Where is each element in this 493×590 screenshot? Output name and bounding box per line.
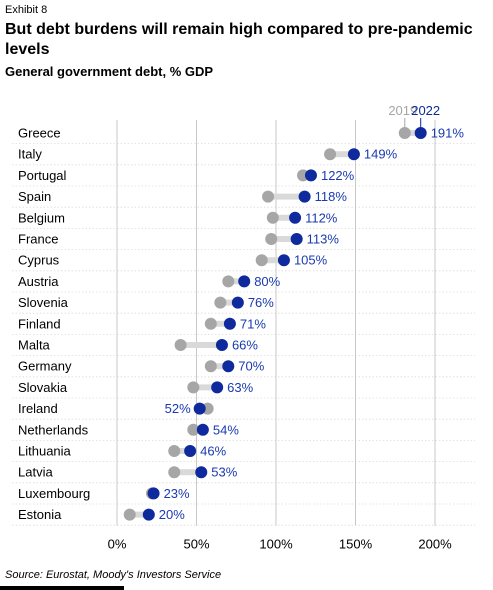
category-label: Finland [18,316,61,331]
data-label: 71% [240,316,266,331]
category-label: Greece [18,126,61,141]
point-2019 [324,148,337,161]
point-2019 [174,339,187,351]
category-label: Germany [18,359,72,374]
data-label: 54% [213,422,239,437]
category-label: Belgium [18,210,65,225]
point-2019 [168,466,181,479]
point-2019 [187,423,200,436]
point-2019 [265,233,278,245]
x-tick-label: 150% [339,537,373,552]
category-label: Lithuania [18,444,72,459]
point-2019 [187,381,200,394]
point-2022 [147,487,160,500]
category-label: Netherlands [18,422,89,437]
x-tick-label: 200% [418,537,452,552]
data-label: 113% [307,232,340,247]
data-label: 191% [431,126,465,141]
exhibit-label: Exhibit 8 [5,4,48,16]
point-2022 [184,445,197,457]
data-label: 105% [294,253,328,268]
data-label: 122% [321,168,355,183]
data-label: 52% [165,401,191,416]
category-label: Slovakia [18,380,68,395]
point-2022 [222,360,235,373]
point-2022 [211,381,224,394]
point-2022 [223,317,236,330]
category-label: Ireland [18,401,58,416]
point-2022 [414,127,427,139]
point-2022 [195,466,208,479]
point-2022 [231,296,244,309]
data-label: 23% [164,486,190,501]
category-label: Cyprus [18,253,60,268]
category-label: Italy [18,147,42,162]
x-tick-label: 0% [108,537,127,552]
point-2022 [238,275,251,288]
category-label: Slovenia [18,295,69,310]
point-2019 [123,508,136,521]
point-2019 [222,275,235,288]
category-label: France [18,232,58,247]
data-label: 112% [305,210,338,225]
data-label: 70% [238,359,264,374]
category-label: Estonia [18,507,62,522]
point-2019 [204,360,217,373]
point-2019 [262,190,275,203]
point-2019 [204,317,217,330]
category-label: Latvia [18,465,53,480]
point-2022 [347,148,360,161]
point-2019 [255,254,268,267]
x-tick-label: 50% [183,537,209,552]
data-label: 76% [248,295,274,310]
point-2022 [193,402,206,415]
data-label: 46% [200,444,226,459]
point-2019 [214,296,227,309]
source-note: Source: Eurostat, Moody's Investors Serv… [5,569,222,581]
legend-2019: 2019 [388,103,417,118]
data-label: 53% [211,465,237,480]
data-label: 63% [227,380,253,395]
point-2022 [304,169,317,182]
point-2019 [398,127,411,139]
data-label: 80% [254,274,280,289]
data-label: 20% [159,507,185,522]
x-tick-label: 100% [259,537,293,552]
point-2019 [266,211,279,224]
category-label: Spain [18,189,51,204]
point-2019 [168,445,181,457]
category-label: Portugal [18,168,67,183]
chart-title: But debt burdens will remain high compar… [5,21,473,58]
point-2022 [290,233,303,245]
legend-2022: 2022 [411,103,440,118]
point-2022 [142,508,155,521]
point-2022 [196,423,209,436]
footer-bar [0,586,124,590]
point-2022 [215,339,228,351]
category-label: Austria [18,274,59,289]
chart-subtitle: General government debt, % GDP [5,64,214,79]
data-label: 118% [315,189,348,204]
category-label: Malta [18,338,51,353]
point-2022 [289,211,302,224]
point-2022 [298,190,311,203]
data-label: 66% [232,338,258,353]
data-label: 149% [364,147,398,162]
point-2022 [277,254,290,267]
category-label: Luxembourg [18,486,90,501]
